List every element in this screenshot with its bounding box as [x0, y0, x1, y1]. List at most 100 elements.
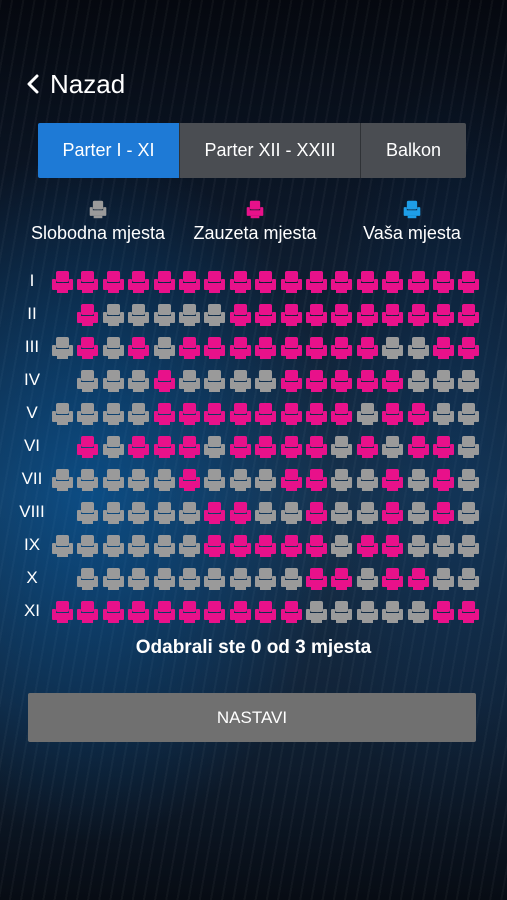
seat-free[interactable]	[357, 600, 378, 624]
seat-free[interactable]	[408, 501, 429, 525]
seat-free[interactable]	[128, 303, 149, 327]
seat-free[interactable]	[458, 435, 479, 459]
seat-free[interactable]	[230, 369, 251, 393]
seat-free[interactable]	[382, 336, 403, 360]
seat-free[interactable]	[331, 534, 352, 558]
seat-icon	[306, 469, 327, 491]
seat-free[interactable]	[458, 567, 479, 591]
seat-free[interactable]	[255, 567, 276, 591]
seat-free[interactable]	[458, 468, 479, 492]
seat-free[interactable]	[154, 303, 175, 327]
seat-free[interactable]	[103, 402, 124, 426]
seat-free[interactable]	[433, 567, 454, 591]
seat-free[interactable]	[408, 600, 429, 624]
seat-free[interactable]	[128, 501, 149, 525]
seat-free[interactable]	[179, 369, 200, 393]
seat-free[interactable]	[154, 501, 175, 525]
seat-free[interactable]	[255, 501, 276, 525]
seat-free[interactable]	[103, 468, 124, 492]
seat-taken	[77, 600, 98, 624]
seat-taken	[281, 534, 302, 558]
seat-taken	[281, 336, 302, 360]
seat-free[interactable]	[458, 369, 479, 393]
seat-free[interactable]	[204, 369, 225, 393]
seat-free[interactable]	[77, 369, 98, 393]
seat-free[interactable]	[103, 336, 124, 360]
seat-taken	[433, 270, 454, 294]
seat-free[interactable]	[408, 336, 429, 360]
seat-free[interactable]	[331, 468, 352, 492]
seat-free[interactable]	[103, 303, 124, 327]
seat-icon	[154, 535, 175, 557]
seat-free[interactable]	[204, 435, 225, 459]
seat-icon	[408, 304, 429, 326]
seat-free[interactable]	[458, 534, 479, 558]
seat-free[interactable]	[154, 468, 175, 492]
seat-free[interactable]	[382, 435, 403, 459]
seat-free[interactable]	[433, 402, 454, 426]
seat-free[interactable]	[357, 567, 378, 591]
seat-free[interactable]	[128, 534, 149, 558]
seat-free[interactable]	[408, 369, 429, 393]
seat-icon	[52, 469, 73, 491]
seat-free[interactable]	[179, 303, 200, 327]
seat-icon	[77, 469, 98, 491]
tab-parter-i-xi[interactable]: Parter I - XI	[38, 123, 179, 178]
seat-free[interactable]	[458, 501, 479, 525]
seat-free[interactable]	[52, 336, 73, 360]
seat-free[interactable]	[179, 567, 200, 591]
seat-free[interactable]	[281, 567, 302, 591]
seat-free[interactable]	[357, 402, 378, 426]
seat-free[interactable]	[382, 600, 403, 624]
seat-free[interactable]	[77, 567, 98, 591]
seat-free[interactable]	[204, 468, 225, 492]
seat-free[interactable]	[154, 336, 175, 360]
seat-free[interactable]	[433, 369, 454, 393]
seat-free[interactable]	[331, 501, 352, 525]
seat-free[interactable]	[179, 534, 200, 558]
seat-free[interactable]	[128, 402, 149, 426]
seat-free[interactable]	[408, 534, 429, 558]
seat-taken	[357, 336, 378, 360]
seat-free[interactable]	[103, 501, 124, 525]
seat-free[interactable]	[331, 435, 352, 459]
seat-free[interactable]	[433, 534, 454, 558]
seat-free[interactable]	[77, 402, 98, 426]
seat-free[interactable]	[52, 534, 73, 558]
seat-free[interactable]	[306, 600, 327, 624]
seat-icon	[103, 337, 124, 359]
seat-free[interactable]	[255, 468, 276, 492]
seat-free[interactable]	[52, 402, 73, 426]
seat-free[interactable]	[230, 567, 251, 591]
seat-free[interactable]	[52, 468, 73, 492]
seat-free[interactable]	[255, 369, 276, 393]
seat-free[interactable]	[128, 369, 149, 393]
seat-free[interactable]	[357, 501, 378, 525]
seat-free[interactable]	[77, 468, 98, 492]
seat-free[interactable]	[154, 534, 175, 558]
seat-free[interactable]	[103, 435, 124, 459]
seat-free[interactable]	[331, 600, 352, 624]
seat-free[interactable]	[230, 468, 251, 492]
seat-free[interactable]	[154, 567, 175, 591]
seat-free[interactable]	[179, 501, 200, 525]
seat-free[interactable]	[77, 534, 98, 558]
seat-free[interactable]	[128, 567, 149, 591]
seat-free[interactable]	[103, 567, 124, 591]
back-button[interactable]: Nazad	[26, 64, 125, 104]
seat-free[interactable]	[77, 501, 98, 525]
seat-free[interactable]	[408, 468, 429, 492]
next-button[interactable]: NASTAVI	[28, 693, 476, 742]
legend-free-label: Slobodna mjesta	[30, 223, 166, 243]
seat-free[interactable]	[204, 567, 225, 591]
seat-free[interactable]	[128, 468, 149, 492]
seat-free[interactable]	[357, 468, 378, 492]
seat-free[interactable]	[103, 369, 124, 393]
seat-free[interactable]	[204, 303, 225, 327]
seat-free[interactable]	[281, 501, 302, 525]
seat-icon	[128, 436, 149, 458]
seat-free[interactable]	[458, 402, 479, 426]
seat-free[interactable]	[103, 534, 124, 558]
tab-balkon[interactable]: Balkon	[360, 123, 466, 178]
tab-parter-xii-xxiii[interactable]: Parter XII - XXIII	[179, 123, 360, 178]
